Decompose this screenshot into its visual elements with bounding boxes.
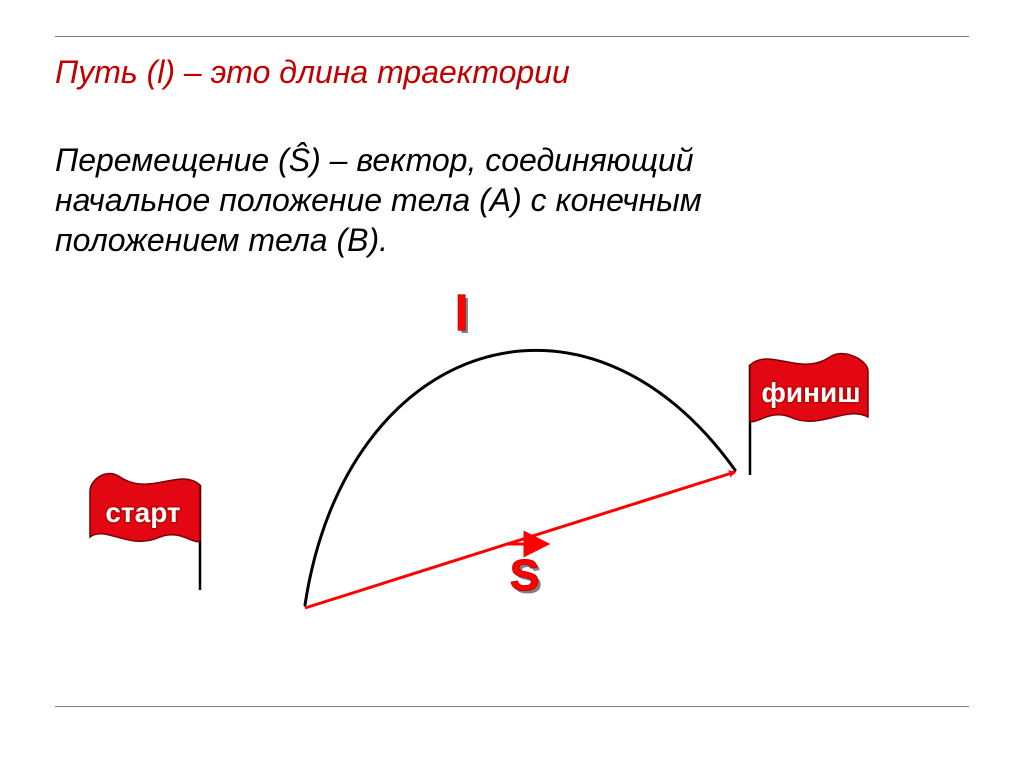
start-label: старт [105, 497, 180, 528]
title: Путь (l) – это длина траектории [55, 54, 570, 91]
slide: Путь (l) – это длина траектории Перемеще… [0, 0, 1024, 767]
definition: Перемещение (Ŝ) – вектор, соединяющий на… [55, 140, 875, 260]
divider-bottom [55, 706, 969, 707]
definition-line-1: Перемещение (Ŝ) – вектор, соединяющий [55, 142, 694, 178]
definition-line-2: начальное положение тела (А) с конечным [55, 182, 702, 218]
divider-top [55, 36, 969, 37]
diagram: стартфинишllSS [55, 290, 969, 740]
s-label: S [510, 551, 539, 600]
definition-line-3: положением тела (В). [55, 222, 388, 258]
diagram-svg: стартфинишllSS [55, 290, 969, 740]
finish-label: финиш [761, 377, 860, 408]
l-label: l [455, 288, 468, 341]
